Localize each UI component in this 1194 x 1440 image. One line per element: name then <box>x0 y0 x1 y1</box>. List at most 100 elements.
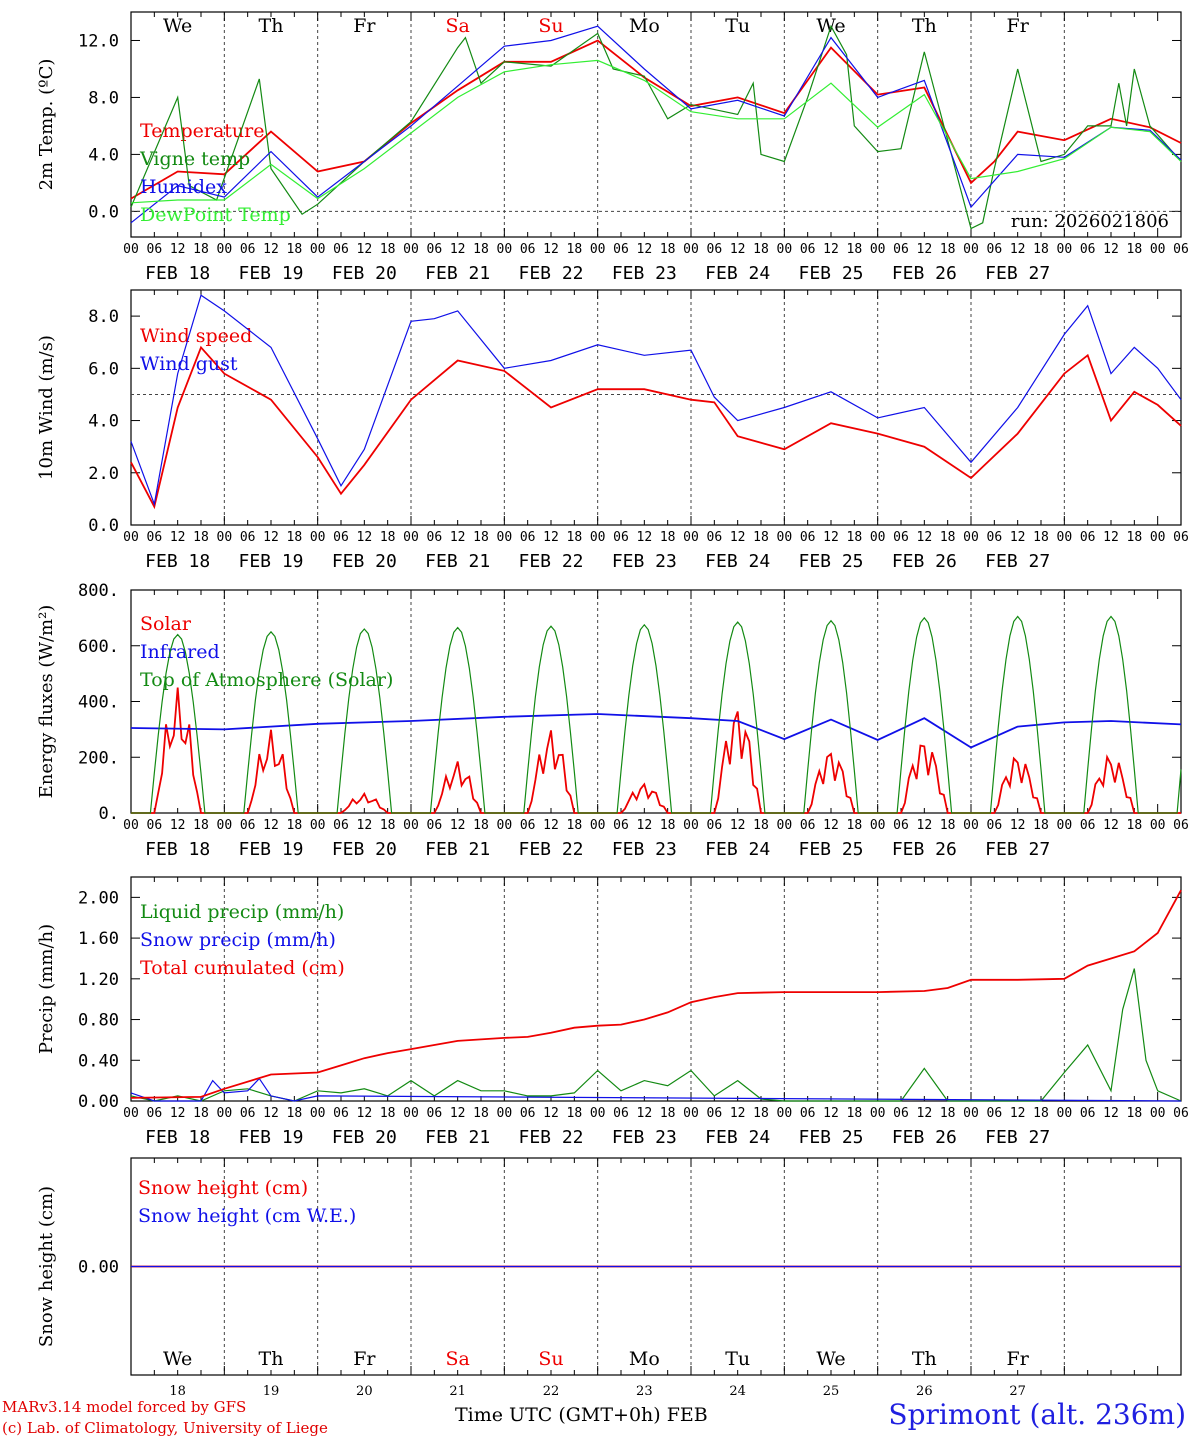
y-tick-label: 8.0 <box>88 88 119 108</box>
hour-label: 12 <box>730 530 746 545</box>
hour-label: 00 <box>310 530 326 545</box>
hour-label: 00 <box>683 242 699 257</box>
legend-entry: Snow height (cm W.E.) <box>138 1205 356 1227</box>
hour-label: 00 <box>403 530 419 545</box>
hour-label: 18 <box>287 1106 303 1121</box>
hour-label: 12 <box>823 1106 839 1121</box>
hour-label: 18 <box>1127 818 1143 833</box>
date-label: FEB 25 <box>798 1127 863 1148</box>
time-axis-label: Time UTC (GMT+0h) FEB <box>455 1404 708 1426</box>
weekday-label: Fr <box>353 1348 376 1370</box>
hour-label: 18 <box>1033 530 1049 545</box>
date-label: FEB 21 <box>425 263 490 284</box>
hour-label: 06 <box>1080 818 1096 833</box>
hour-label: 12 <box>170 1106 186 1121</box>
hour-label: 06 <box>520 818 536 833</box>
date-label: FEB 23 <box>612 551 677 572</box>
y-tick-label: 0.00 <box>78 1092 119 1112</box>
hour-label: 18 <box>940 242 956 257</box>
hour-label: 12 <box>1103 818 1119 833</box>
date-label: FEB 19 <box>238 263 303 284</box>
hour-label: 06 <box>1173 1106 1189 1121</box>
day-number-label: 25 <box>823 1384 840 1399</box>
hour-label: 06 <box>893 530 909 545</box>
hour-label: 12 <box>637 530 653 545</box>
hour-label: 18 <box>660 530 676 545</box>
weekday-label: We <box>163 1348 192 1370</box>
hour-label: 06 <box>333 242 349 257</box>
y-axis-label: Precip (mm/h) <box>36 924 57 1054</box>
hour-label: 18 <box>567 818 583 833</box>
hour-label: 18 <box>567 530 583 545</box>
hour-label: 06 <box>987 818 1003 833</box>
hour-label: 18 <box>380 242 396 257</box>
hour-label: 00 <box>870 818 886 833</box>
y-axis-label: 10m Wind (m/s) <box>36 335 57 480</box>
hour-label: 12 <box>1103 1106 1119 1121</box>
hour-label: 00 <box>310 242 326 257</box>
hour-label: 12 <box>170 242 186 257</box>
hour-label: 00 <box>403 1106 419 1121</box>
hour-label: 00 <box>310 818 326 833</box>
hour-label: 12 <box>263 530 279 545</box>
hour-label: 06 <box>147 818 163 833</box>
weekday-label: Tu <box>725 1348 750 1370</box>
series-line-dewpoint-temp <box>130 59 1182 204</box>
hour-label: 06 <box>333 818 349 833</box>
hour-label: 06 <box>613 818 629 833</box>
hour-label: 06 <box>427 1106 443 1121</box>
legend-entry: Total cumulated (cm) <box>140 957 345 979</box>
y-axis-label: Energy fluxes (W/m²) <box>36 605 57 799</box>
hour-label: 00 <box>683 1106 699 1121</box>
panel-frame-temperature <box>130 11 1182 238</box>
hour-label: 18 <box>847 1106 863 1121</box>
hour-label: 06 <box>333 1106 349 1121</box>
hour-label: 00 <box>497 1106 513 1121</box>
date-label: FEB 27 <box>985 1127 1050 1148</box>
hour-label: 18 <box>940 818 956 833</box>
hour-label: 06 <box>1080 1106 1096 1121</box>
hour-label: 12 <box>823 818 839 833</box>
hour-label: 06 <box>800 530 816 545</box>
y-tick-label: 4.0 <box>88 412 119 432</box>
date-label: FEB 22 <box>518 263 583 284</box>
hour-label: 18 <box>567 1106 583 1121</box>
hour-label: 12 <box>170 818 186 833</box>
hour-label: 12 <box>357 530 373 545</box>
hour-label: 00 <box>777 530 793 545</box>
hour-label: 06 <box>520 242 536 257</box>
hour-label: 06 <box>707 242 723 257</box>
date-label: FEB 24 <box>705 263 770 284</box>
day-number-label: 21 <box>449 1384 466 1399</box>
date-label: FEB 27 <box>985 839 1050 860</box>
hour-label: 06 <box>707 530 723 545</box>
weekday-label: Fr <box>1007 1348 1030 1370</box>
series-line-snow-precip-mm-h- <box>130 1077 1182 1102</box>
date-label: FEB 20 <box>332 263 397 284</box>
series-line-liquid-precip-mm-h- <box>130 968 1182 1102</box>
series-line-temperature <box>130 39 1182 200</box>
y-tick-label: 0.0 <box>88 516 119 536</box>
hour-label: 00 <box>1150 818 1166 833</box>
hour-label: 06 <box>893 818 909 833</box>
month-label: FEB <box>666 1404 708 1426</box>
hour-label: 00 <box>1057 242 1073 257</box>
hour-label: 12 <box>357 1106 373 1121</box>
hour-label: 06 <box>147 1106 163 1121</box>
hour-label: 12 <box>917 818 933 833</box>
hour-label: 12 <box>1103 530 1119 545</box>
hour-label: 18 <box>847 530 863 545</box>
hour-label: 12 <box>543 1106 559 1121</box>
weekday-label: Mo <box>629 1348 660 1370</box>
date-label: FEB 18 <box>145 1127 210 1148</box>
y-tick-label: 0.0 <box>88 202 119 222</box>
date-label: FEB 24 <box>705 1127 770 1148</box>
hour-label: 00 <box>1150 530 1166 545</box>
model-credit: MARv3.14 model forced by GFS <box>2 1398 247 1416</box>
hour-label: 18 <box>287 818 303 833</box>
hour-label: 18 <box>660 1106 676 1121</box>
day-number-label: 27 <box>1009 1384 1026 1399</box>
legend-entry: Wind gust <box>140 353 238 375</box>
hour-label: 12 <box>170 530 186 545</box>
date-label: FEB 21 <box>425 1127 490 1148</box>
